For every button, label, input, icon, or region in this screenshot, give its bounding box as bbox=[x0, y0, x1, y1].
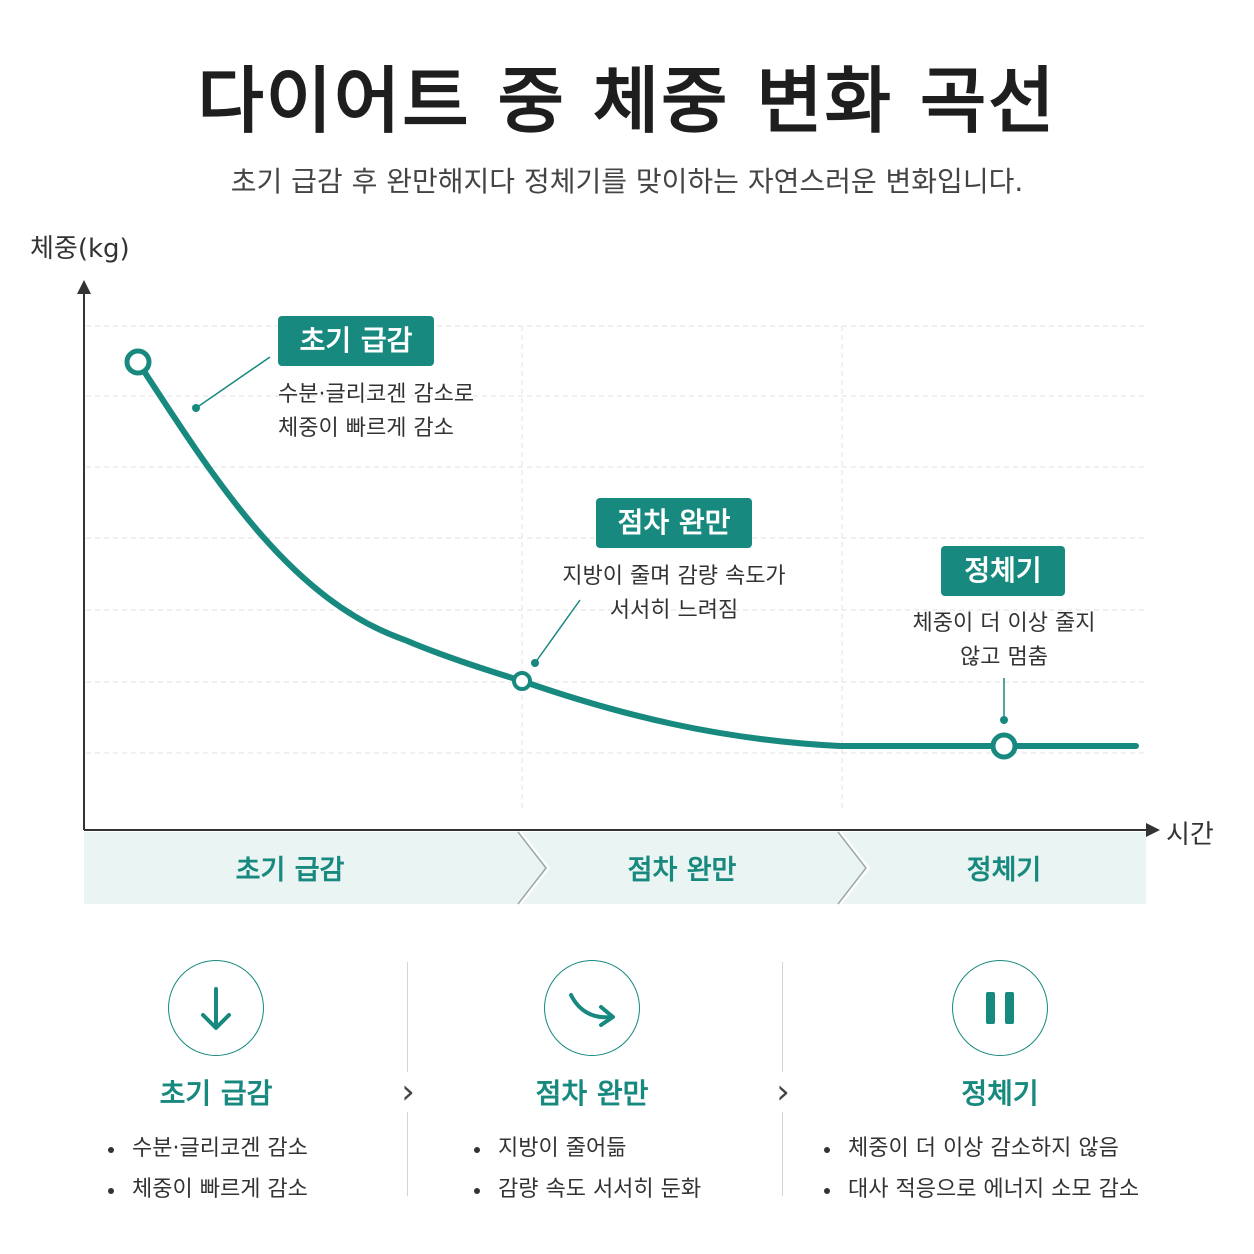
marker-plateau bbox=[990, 732, 1018, 760]
annotation-line: 서서히 느려짐 bbox=[609, 598, 739, 623]
page-subtitle: 초기 급감 후 완만해지다 정체기를 맞이하는 자연스러운 변화입니다. bbox=[230, 165, 1024, 198]
leader-dot-plateau bbox=[1000, 716, 1008, 724]
annotation-line: 않고 멈춤 bbox=[960, 645, 1048, 670]
card-title: 점차 완만 bbox=[535, 1077, 649, 1110]
bullet-item: 수분·글리코겐 감소 bbox=[106, 1128, 366, 1169]
annotation-note-initial: 수분·글리코겐 감소로 체중이 빠르게 감소 bbox=[278, 378, 474, 446]
card-title: 초기 급감 bbox=[159, 1077, 273, 1110]
page-title: 다이어트 중 체중 변화 곡선 bbox=[197, 59, 1057, 143]
annotation-badge-plateau: 정체기 bbox=[941, 546, 1065, 596]
annotation-note-gradual: 지방이 줄며 감량 속도가 서서히 느려짐 bbox=[534, 560, 814, 628]
bullet-item: 감량 속도 서서히 둔화 bbox=[472, 1169, 742, 1210]
chart-gridlines bbox=[86, 325, 1146, 808]
chart-axes bbox=[77, 280, 1160, 837]
weight-curve-line bbox=[135, 359, 1139, 749]
x-axis-label: 시간 bbox=[1166, 820, 1214, 850]
phase-label-initial: 초기 급감 bbox=[235, 855, 345, 886]
annotation-note-plateau: 체중이 더 이상 줄지 않고 멈춤 bbox=[884, 607, 1124, 675]
card-title: 정체기 bbox=[961, 1077, 1039, 1110]
arrow-down-icon bbox=[168, 960, 264, 1056]
card-bullets: 체중이 더 이상 감소하지 않음 대사 적응으로 에너지 소모 감소 bbox=[822, 1128, 1150, 1210]
phase-band bbox=[84, 831, 1146, 905]
bullet-item: 체중이 더 이상 감소하지 않음 bbox=[822, 1128, 1150, 1169]
card-bullets: 지방이 줄어듦 감량 속도 서서히 둔화 bbox=[442, 1128, 742, 1210]
marker-transition bbox=[512, 671, 532, 691]
phase-card-gradual: 점차 완만 지방이 줄어듦 감량 속도 서서히 둔화 bbox=[442, 960, 742, 1210]
leader-dot-initial bbox=[192, 404, 200, 412]
annotation-line: 체중이 빠르게 감소 bbox=[278, 416, 454, 441]
chevron-right-icon: › bbox=[396, 1072, 420, 1112]
phase-label-plateau: 정체기 bbox=[966, 855, 1042, 886]
phase-card-plateau: 정체기 체중이 더 이상 감소하지 않음 대사 적응으로 에너지 소모 감소 bbox=[824, 960, 1150, 1210]
bullet-item: 지방이 줄어듦 bbox=[472, 1128, 742, 1169]
leader-dot-gradual bbox=[531, 659, 539, 667]
marker-start bbox=[124, 348, 152, 376]
annotation-line: 수분·글리코겐 감소로 bbox=[278, 382, 475, 407]
annotation-badge-initial: 초기 급감 bbox=[278, 316, 434, 366]
card-bullets: 수분·글리코겐 감소 체중이 빠르게 감소 bbox=[66, 1128, 366, 1210]
bullet-item: 체중이 빠르게 감소 bbox=[106, 1169, 366, 1210]
chevron-right-icon: › bbox=[771, 1072, 795, 1112]
phase-card-initial: 초기 급감 수분·글리코겐 감소 체중이 빠르게 감소 bbox=[66, 960, 366, 1210]
annotation-line: 체중이 더 이상 줄지 bbox=[912, 611, 1096, 636]
annotation-badge-gradual: 점차 완만 bbox=[596, 498, 752, 548]
leader-line-initial bbox=[195, 356, 271, 409]
leader-line-gradual bbox=[534, 599, 581, 664]
pause-icon bbox=[952, 960, 1048, 1056]
curved-arrow-icon bbox=[544, 960, 640, 1056]
y-axis-label: 체중(kg) bbox=[30, 234, 130, 264]
phase-label-gradual: 점차 완만 bbox=[627, 855, 737, 886]
annotation-line: 지방이 줄며 감량 속도가 bbox=[562, 564, 786, 589]
bullet-item: 대사 적응으로 에너지 소모 감소 bbox=[822, 1169, 1150, 1210]
